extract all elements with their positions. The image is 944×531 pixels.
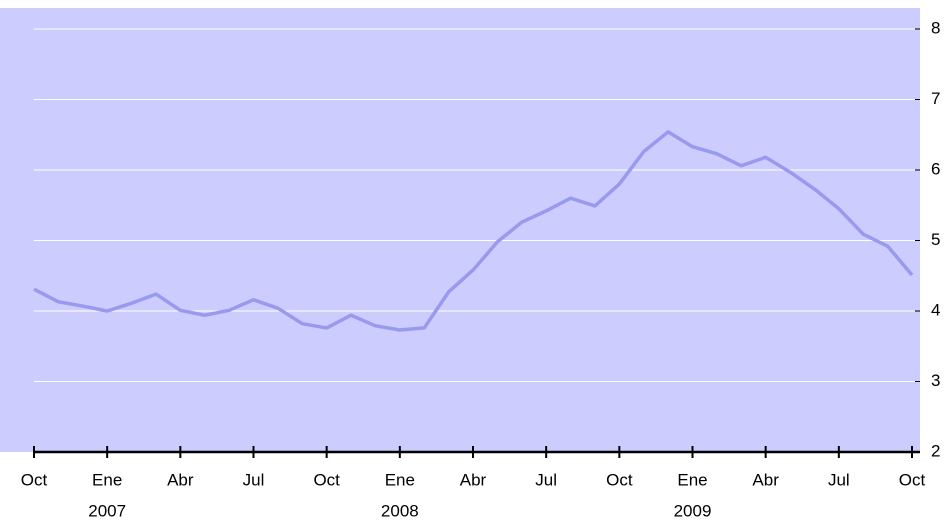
y-tick-label: 5 — [931, 230, 940, 249]
x-tick-label: Ene — [677, 470, 707, 489]
y-tick-label: 6 — [931, 159, 940, 178]
x-tick-label: Oct — [21, 470, 48, 489]
x-tick-label: Jul — [535, 470, 557, 489]
plot-area — [0, 8, 920, 452]
year-label: 2008 — [381, 501, 419, 520]
x-tick-label: Oct — [313, 470, 340, 489]
line — [33, 130, 914, 332]
x-tick-label: Jul — [828, 470, 850, 489]
x-tick-label: Abr — [460, 470, 487, 489]
y-tick-label: 4 — [931, 300, 940, 319]
year-label: 2009 — [674, 501, 712, 520]
y-tick-label: 2 — [931, 441, 940, 460]
x-tick-label: Ene — [92, 470, 122, 489]
x-tick-label: Abr — [752, 470, 779, 489]
year-label: 2007 — [88, 501, 126, 520]
y-tick-label: 8 — [931, 18, 940, 37]
x-tick-label: Oct — [606, 470, 633, 489]
y-tick-label: 7 — [931, 89, 940, 108]
y-tick-label: 3 — [931, 371, 940, 390]
x-tick-label: Abr — [167, 470, 194, 489]
x-tick-label: Oct — [899, 470, 926, 489]
x-tick-label: Jul — [243, 470, 265, 489]
x-tick-label: Ene — [385, 470, 415, 489]
